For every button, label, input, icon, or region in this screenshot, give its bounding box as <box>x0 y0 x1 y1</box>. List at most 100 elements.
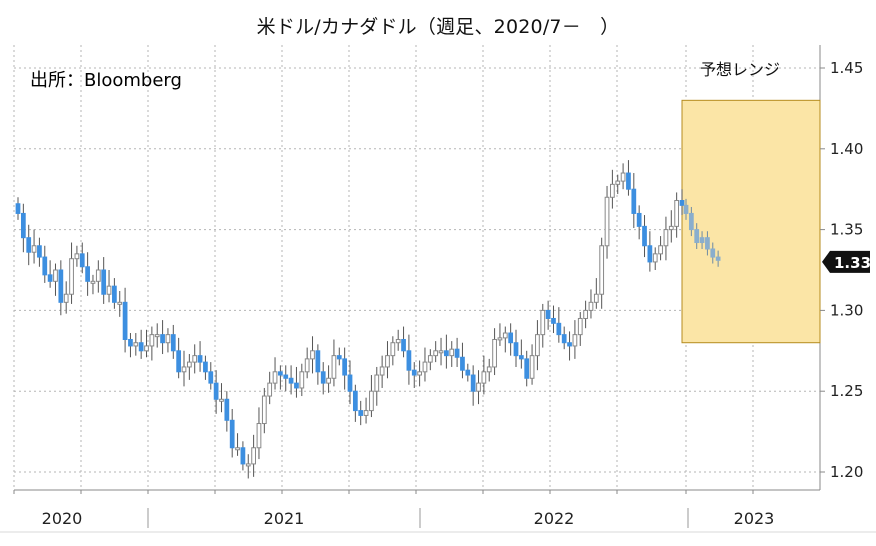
candle-body <box>176 350 182 373</box>
forecast-candle-body <box>694 229 700 244</box>
candle-body <box>642 225 647 247</box>
candle-body <box>593 293 599 303</box>
candle-body <box>663 229 669 247</box>
candle-body <box>278 371 283 376</box>
candle-body <box>524 358 530 379</box>
forecast-candle-body <box>683 204 689 214</box>
candle-body <box>481 371 487 384</box>
candle-body <box>588 301 594 311</box>
candle-body <box>658 245 663 255</box>
y-axis-ticks: 1.20 1.25 1.30 1.35 1.40 1.45 <box>820 59 863 481</box>
candle-body <box>315 350 321 373</box>
candle-body <box>42 256 48 276</box>
candle-body <box>583 309 588 319</box>
candle-body <box>20 212 26 239</box>
candle-body <box>540 309 546 336</box>
candle-body <box>299 371 305 389</box>
candle-body <box>620 172 626 182</box>
candle-body <box>336 355 342 360</box>
x-tick-label: 2022 <box>534 509 575 528</box>
candle-body <box>26 237 32 253</box>
candle-body <box>508 332 514 344</box>
candle-body <box>551 317 556 324</box>
candle-body <box>283 374 289 379</box>
candle-body <box>79 253 85 268</box>
candle-body <box>203 361 208 373</box>
candle-body <box>417 371 422 376</box>
forecast-candle-body <box>699 237 705 244</box>
candle-body <box>668 225 674 231</box>
candle-body <box>449 348 455 357</box>
candle-body <box>213 382 219 400</box>
candle-body <box>128 338 133 347</box>
current-value-text: 1.33 <box>834 254 871 272</box>
x-tick-label: 2020 <box>42 509 83 528</box>
candle-body <box>401 338 406 352</box>
candle-body <box>535 334 540 357</box>
candle-body <box>444 350 449 357</box>
candle-body <box>395 338 401 344</box>
candle-body <box>106 285 112 295</box>
y-tick-label: 1.25 <box>830 382 863 400</box>
candle-body <box>454 348 460 358</box>
candle-body <box>251 447 256 465</box>
candle-body <box>74 253 80 260</box>
candle-body <box>245 463 251 467</box>
candle-body <box>304 358 310 373</box>
candle-body <box>117 301 123 305</box>
candle-body <box>422 361 428 373</box>
source-label: 出所：Bloomberg <box>30 70 182 91</box>
candle-body <box>438 350 444 354</box>
candle-body <box>326 377 331 384</box>
current-value-badge: 1.33 <box>822 250 871 273</box>
candle-body <box>358 410 364 416</box>
y-tick-label: 1.30 <box>830 301 863 319</box>
candle-body <box>192 355 198 363</box>
candle-body <box>427 355 433 363</box>
candle-body <box>240 447 246 465</box>
candle-body <box>112 285 117 303</box>
x-tick-label: 2021 <box>264 509 305 528</box>
candle-body <box>545 309 551 319</box>
candle-body <box>294 382 299 389</box>
candle-body <box>267 382 273 397</box>
candle-body <box>577 317 583 336</box>
y-tick-label: 1.40 <box>830 140 863 158</box>
candle-body <box>58 269 64 303</box>
candle-body <box>310 350 315 360</box>
candle-body <box>433 350 439 357</box>
forecast-candle-body <box>705 237 710 250</box>
candle-body <box>369 390 374 412</box>
candle-body <box>181 366 187 373</box>
candle-body <box>652 253 658 263</box>
candle-body <box>229 419 235 449</box>
candle-body <box>331 355 337 379</box>
candle-body <box>122 301 128 340</box>
candle-body <box>235 447 240 451</box>
candle-body <box>363 410 369 416</box>
candle-body <box>406 350 412 371</box>
x-tick-label: 2023 <box>734 509 775 528</box>
candle-body <box>95 269 101 282</box>
candle-body <box>647 245 653 263</box>
candle-body <box>465 369 471 376</box>
candle-body <box>149 334 155 347</box>
candle-body <box>486 366 492 373</box>
current-value-badge-shape <box>822 250 870 273</box>
candle-body <box>170 334 176 352</box>
candle-body <box>342 358 348 376</box>
candle-body <box>347 374 353 392</box>
candle-body <box>567 342 572 347</box>
candle-body <box>69 258 74 295</box>
candle-body <box>15 203 21 214</box>
candle-body <box>63 293 69 303</box>
candle-body <box>518 355 524 360</box>
candle-body <box>288 377 294 384</box>
candle-body <box>160 334 165 344</box>
candle-body <box>556 322 562 336</box>
y-tick-label: 1.20 <box>830 463 863 481</box>
candle-body <box>256 423 262 449</box>
candle-body <box>165 334 171 344</box>
candle-body <box>53 269 58 282</box>
